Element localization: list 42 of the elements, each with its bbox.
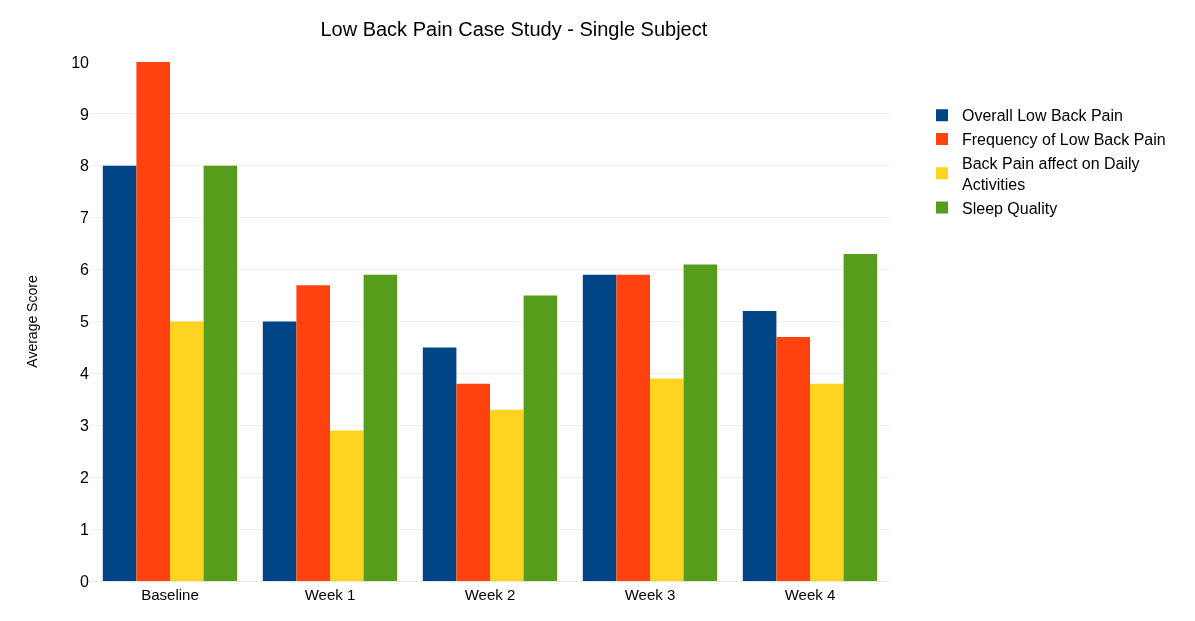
y-tick-label: 10 [71, 53, 90, 71]
x-tick-label: Week 4 [784, 586, 836, 603]
legend-label: Back Pain affect on Daily Activities [962, 155, 1140, 193]
bar [296, 285, 330, 581]
y-tick-label: 4 [80, 365, 90, 382]
bar [422, 347, 457, 581]
bar [616, 274, 650, 581]
bar [776, 337, 810, 581]
bar [102, 165, 137, 581]
x-tick-label: Week 2 [464, 586, 516, 603]
y-tick-label: 5 [80, 313, 90, 331]
bar [262, 321, 297, 581]
y-tick-label: 6 [80, 261, 90, 279]
bar [742, 311, 777, 581]
bar [683, 264, 718, 581]
y-tick-label: 7 [80, 209, 90, 227]
bar [582, 274, 617, 581]
chart-title: Low Back Pain Case Study - Single Subject [320, 17, 708, 40]
y-tick-label: 3 [80, 416, 90, 434]
legend-label: Overall Low Back Pain [962, 107, 1123, 125]
bar [456, 383, 490, 581]
bar [330, 430, 364, 581]
bar [843, 254, 878, 581]
legend-label: Frequency of Low Back Pain [962, 131, 1166, 149]
x-tick-label: Week 1 [304, 586, 356, 603]
y-tick-label: 1 [80, 520, 90, 538]
x-tick-label: Week 3 [624, 586, 676, 603]
bar [810, 383, 844, 581]
bar [490, 409, 524, 581]
bar [170, 321, 204, 581]
x-tick-label: Baseline [141, 586, 199, 603]
y-tick-label: 9 [80, 105, 90, 123]
bar [203, 165, 238, 581]
y-tick-label: 2 [80, 468, 90, 486]
y-tick-label: 0 [80, 572, 90, 590]
y-tick-label: 8 [80, 157, 90, 175]
bar [650, 378, 684, 581]
legend-label: Sleep Quality [962, 199, 1058, 217]
bar [523, 295, 558, 581]
bar [136, 62, 170, 581]
bar [363, 274, 398, 581]
y-axis-title: Average Score [23, 275, 40, 368]
